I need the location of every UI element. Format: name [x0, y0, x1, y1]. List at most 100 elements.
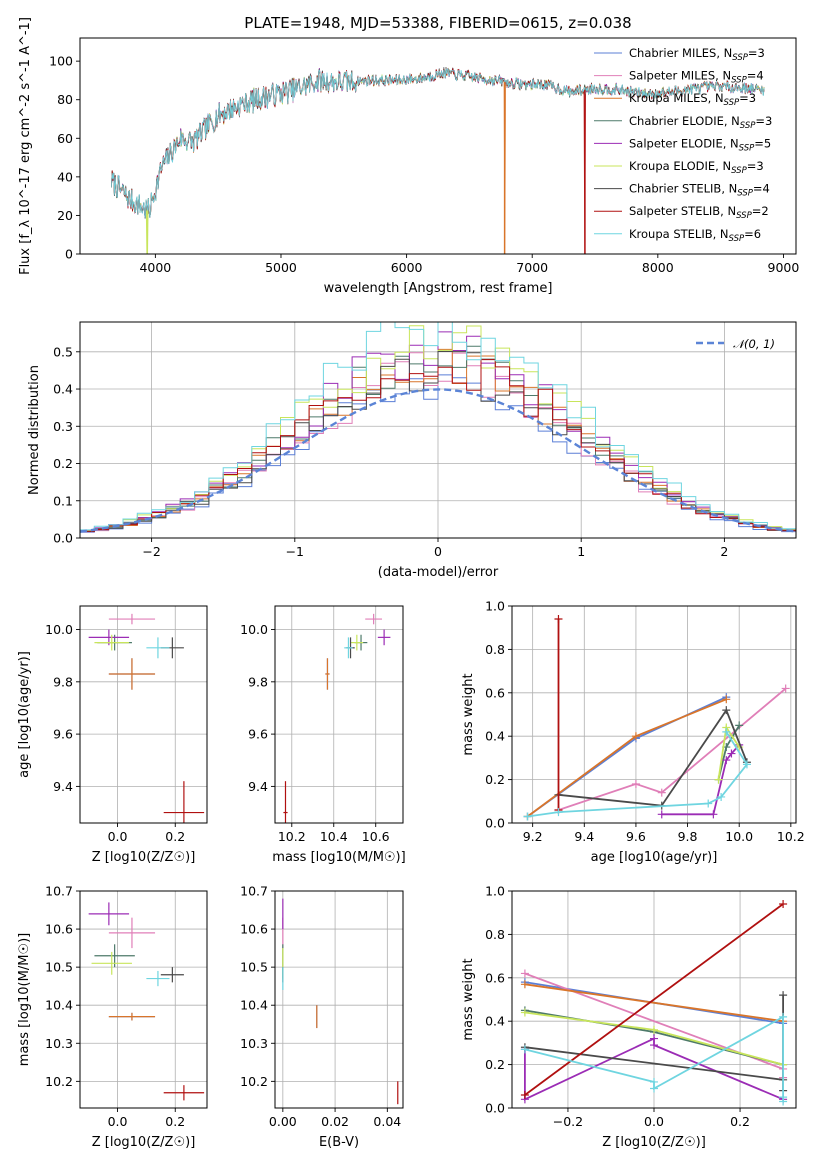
- x-tick-label: 7000: [516, 260, 548, 275]
- weight-marker: [554, 615, 563, 624]
- legend-entry-chabrier-miles: Chabrier MILES, NSSP=3: [629, 46, 765, 63]
- y-tick-label: 0.3: [53, 419, 73, 434]
- y-tick-label: 0.6: [485, 970, 505, 985]
- legend-count: =3: [739, 91, 756, 105]
- y-tick-label: 9.8: [53, 674, 73, 689]
- x-tick-label: 0.2: [730, 1114, 750, 1129]
- y-tick-label: 10.6: [45, 922, 73, 937]
- histogram-salpeter-stelib: [80, 359, 796, 532]
- y-tick-label: 10.5: [240, 960, 268, 975]
- weight-marker: [520, 980, 529, 989]
- y-tick-label: 9.6: [248, 727, 268, 742]
- x-tick-label: 8000: [642, 260, 674, 275]
- x-tick-label: 0.00: [269, 1114, 297, 1129]
- x-tick-label: 10.6: [362, 829, 390, 844]
- y-tick-label: 9.4: [53, 779, 73, 794]
- weight-marker: [722, 706, 731, 715]
- plot-area: [111, 67, 765, 254]
- y-tick-label: 0.8: [485, 642, 505, 657]
- legend-entry-normal: 𝒩(0, 1): [733, 337, 775, 351]
- x-tick-label: 10.2: [777, 829, 805, 844]
- y-tick-label: 0.5: [53, 344, 73, 359]
- x-axis-label: Z [log10(Z/Z☉)]: [602, 1135, 706, 1150]
- x-tick-label: 6000: [391, 260, 423, 275]
- legend-entry-kroupa-stelib: Kroupa STELIB, NSSP=6: [629, 227, 761, 244]
- y-axis-label: mass weight: [461, 958, 476, 1040]
- plot-area: [283, 613, 391, 823]
- weight-marker: [650, 1041, 658, 1050]
- legend-subscript: SSP: [732, 53, 748, 63]
- spectrum-legend: Chabrier MILES, NSSP=3 Salpeter MILES, NS…: [594, 46, 772, 244]
- x-tick-label: 0.0: [108, 1114, 128, 1129]
- y-tick-label: 0.0: [485, 816, 505, 831]
- y-axis-label: Flux [f_λ 10^-17 erg cm^-2 s^-1 A^-1]: [18, 17, 33, 275]
- x-tick-label: 10.0: [725, 829, 753, 844]
- x-tick-label: 0.2: [165, 1114, 185, 1129]
- errorbar-kroupa-elodie: [91, 951, 132, 975]
- y-axis-label: Normed distribution: [27, 365, 42, 495]
- age-vs-metallicity-panel: 0.0 0.2 9.4 9.6 9.8 10.0 Z [log10(Z/Z☉)] age [l…: [17, 605, 208, 865]
- legend-subscript: SSP: [731, 76, 747, 86]
- plot-area: [88, 613, 205, 823]
- weight-line: [526, 696, 727, 818]
- weight-marker: [735, 721, 744, 730]
- errorbar-salpeter-elodie: [377, 629, 391, 646]
- x-tick-label: 0.0: [644, 1114, 664, 1129]
- legend-entry-salpeter-elodie: Salpeter ELODIE, NSSP=5: [629, 136, 771, 153]
- x-axis-label: Z [log10(Z/Z☉)]: [92, 850, 196, 865]
- y-tick-label: 0.1: [53, 493, 73, 508]
- x-tick-label: −0.2: [553, 1114, 583, 1129]
- weight-marker: [704, 799, 713, 808]
- y-tick-label: 10.3: [45, 1036, 73, 1051]
- legend-subscript: SSP: [724, 98, 740, 108]
- weight-marker: [554, 808, 563, 817]
- weight-line: [527, 731, 749, 818]
- weight-marker: [779, 1012, 788, 1021]
- plot-area: [523, 615, 790, 821]
- y-tick-label: 10.4: [45, 998, 73, 1013]
- weight-marker: [779, 900, 788, 909]
- y-tick-label: 10.2: [240, 1074, 268, 1089]
- weight-line: [524, 903, 784, 1096]
- y-tick-label: 10.7: [45, 884, 73, 899]
- legend-count: =6: [744, 227, 761, 241]
- x-tick-label: −1: [286, 544, 304, 559]
- errorbar-kroupa-stelib: [146, 970, 170, 987]
- weight-vs-age-panel: 9.2 9.4 9.6 9.8 10.0 10.2 0.0 0.2 0.4 0.6 0.8 1.0 ag…: [461, 599, 805, 866]
- weight-marker: [779, 1097, 788, 1106]
- y-tick-label: 1.0: [485, 884, 505, 899]
- x-tick-label: 2: [720, 544, 728, 559]
- y-tick-label: 9.4: [248, 779, 268, 794]
- errorbar-salpeter-miles: [108, 917, 156, 949]
- legend-entry-kroupa-elodie: Kroupa ELODIE, NSSP=3: [629, 159, 764, 176]
- x-tick-label: 10.4: [320, 829, 348, 844]
- legend-subscript: SSP: [739, 143, 755, 153]
- x-tick-label: 9.8: [678, 829, 698, 844]
- weight-series-kroupa-stelib: [520, 1012, 788, 1106]
- legend-entry-chabrier-stelib: Chabrier STELIB, NSSP=4: [629, 182, 770, 199]
- y-axis-label: mass weight: [461, 673, 476, 755]
- weight-line: [558, 708, 748, 807]
- weight-series-salpeter-stelib: [554, 615, 563, 814]
- y-tick-label: 10.2: [45, 1074, 73, 1089]
- y-tick-label: 0.4: [485, 1014, 505, 1029]
- plot-area: [88, 902, 205, 1101]
- weight-marker: [520, 969, 529, 978]
- weight-marker: [523, 812, 532, 821]
- errorbar-kroupa-elodie: [350, 634, 364, 651]
- residual-histogram-panel: −2 −1 0 1 2 0.0 0.1 0.2 0.3 0.4 0.5 (data-model)/er…: [27, 321, 797, 580]
- x-tick-label: −2: [142, 544, 160, 559]
- y-tick-label: 0.8: [485, 927, 505, 942]
- y-tick-label: 0.4: [53, 382, 73, 397]
- y-tick-label: 0.2: [485, 772, 505, 787]
- plot-area: [80, 322, 796, 533]
- x-tick-label: 1: [577, 544, 585, 559]
- x-tick-label: 9.6: [626, 829, 646, 844]
- weight-marker: [742, 760, 751, 769]
- x-axis-label: E(B-V): [319, 1135, 359, 1150]
- legend-subscript: SSP: [736, 211, 752, 221]
- errorbar-kroupa-miles: [108, 1012, 156, 1021]
- y-tick-label: 20: [57, 208, 73, 223]
- weight-marker: [717, 792, 726, 801]
- y-tick-label: 10.6: [240, 922, 268, 937]
